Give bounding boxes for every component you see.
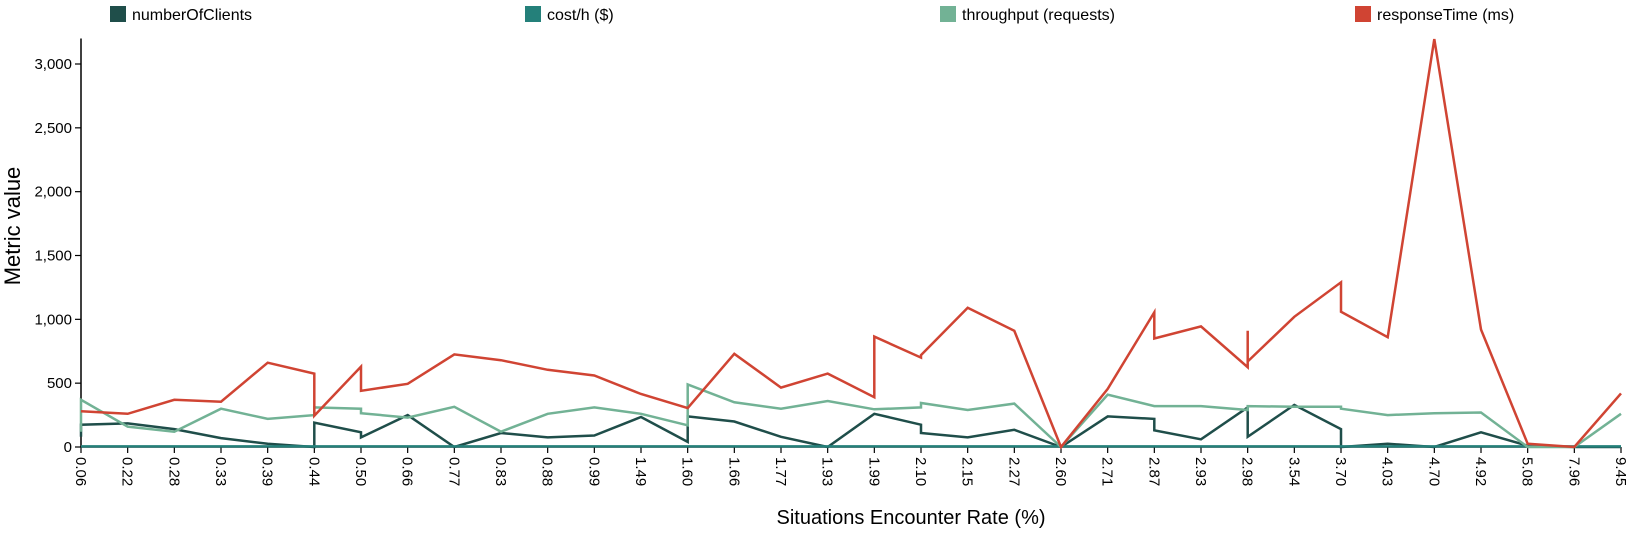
x-tick-label: 1.49	[632, 457, 649, 486]
x-tick-label: 2.93	[1192, 457, 1209, 486]
y-tick-label: 1,500	[34, 248, 72, 265]
x-tick-label: 4.92	[1472, 457, 1489, 486]
x-tick-label: 0.50	[352, 457, 369, 486]
x-tick-label: 7.96	[1565, 457, 1582, 486]
x-tick-label: 0.88	[539, 457, 556, 486]
y-tick-label: 2,500	[34, 120, 72, 137]
x-tick-label: 1.66	[725, 457, 742, 486]
y-tick-label: 2,000	[34, 184, 72, 201]
x-tick-label: 2.27	[1005, 457, 1022, 486]
x-tick-label: 2.87	[1145, 457, 1162, 486]
x-tick-label: 0.28	[165, 457, 182, 486]
legend-label: cost/h ($)	[547, 7, 614, 24]
legend-label: responseTime (ms)	[1377, 7, 1514, 24]
x-tick-label: 4.03	[1379, 457, 1396, 486]
x-tick-label: 2.10	[912, 457, 929, 486]
series-line-throughput-requests	[79, 382, 1622, 449]
x-tick-label: 0.77	[445, 457, 462, 486]
legend-item: throughput (requests)	[940, 6, 1115, 24]
y-tick-label: 1,000	[34, 311, 72, 328]
y-tick-label: 3,000	[34, 56, 72, 73]
legend-label: numberOfClients	[132, 7, 252, 24]
legend-swatch	[940, 6, 956, 22]
x-tick-label: 0.39	[259, 457, 276, 486]
legend-item: responseTime (ms)	[1355, 6, 1514, 24]
legend-item: cost/h ($)	[525, 6, 614, 24]
x-tick-label: 1.99	[865, 457, 882, 486]
x-tick-label: 3.70	[1332, 457, 1349, 486]
x-tick-label: 0.99	[585, 457, 602, 486]
legend-swatch	[525, 6, 541, 22]
series-line-responsetime-ms	[80, 38, 1622, 450]
x-tick-label: 2.60	[1052, 457, 1069, 486]
legend: numberOfClients cost/h ($) throughput (req…	[110, 6, 1514, 24]
legend-label: throughput (requests)	[962, 7, 1115, 24]
legend-swatch	[1355, 6, 1371, 22]
x-tick-label: 9.45	[1612, 457, 1629, 486]
x-tick-label: 0.83	[492, 457, 509, 486]
legend-swatch	[110, 6, 126, 22]
x-tick-label: 5.08	[1519, 457, 1536, 486]
x-tick-label: 3.54	[1285, 457, 1302, 486]
x-tick-label: 0.22	[119, 457, 136, 486]
x-tick-label: 2.15	[959, 457, 976, 486]
x-tick-label: 1.77	[772, 457, 789, 486]
legend-item: numberOfClients	[110, 6, 252, 24]
x-axis-title: Situations Encounter Rate (%)	[776, 507, 1045, 529]
x-tick-label: 0.44	[305, 457, 322, 486]
y-tick-label: 0	[64, 439, 72, 456]
x-axis: 0.06 0.22 0.28 0.33 0.39 0.44 0.50 0.66 0.77 0.83…	[72, 446, 1629, 486]
y-axis-title: Metric value	[0, 167, 25, 286]
x-tick-label: 0.06	[72, 457, 89, 486]
y-axis: 0 500 1,000 1,500 2,000 2,500 3,000	[34, 38, 82, 456]
x-tick-label: 0.33	[212, 457, 229, 486]
y-tick-label: 500	[47, 375, 72, 392]
x-tick-label: 1.93	[819, 457, 836, 486]
x-tick-label: 2.71	[1099, 457, 1116, 486]
series-line-numberofclients	[79, 403, 1621, 449]
series-lines	[79, 38, 1622, 450]
x-tick-label: 0.66	[399, 457, 416, 486]
x-tick-label: 1.60	[679, 457, 696, 486]
x-tick-label: 4.70	[1425, 457, 1442, 486]
x-tick-label: 2.98	[1239, 457, 1256, 486]
